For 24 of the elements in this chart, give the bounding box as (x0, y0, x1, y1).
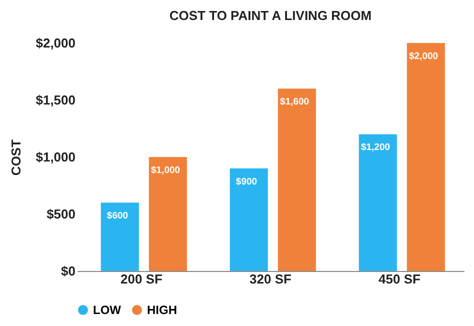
bar (230, 168, 268, 271)
bar (406, 43, 445, 271)
y-tick-label: $500 (46, 206, 76, 222)
data-label: $1,000 (150, 165, 180, 176)
bar (100, 202, 139, 271)
data-label: $2,000 (408, 51, 438, 62)
chart-title: COST TO PAINT A LIVING ROOM (169, 8, 372, 23)
legend-label: HIGH (147, 303, 177, 317)
x-tick-label: 320 SF (250, 272, 292, 286)
legend-label: LOW (93, 303, 122, 317)
data-label: $900 (236, 176, 258, 188)
bar (278, 88, 316, 271)
y-tick-label: $1,000 (36, 150, 76, 164)
x-tick-label: 200 SF (120, 272, 163, 286)
y-axis-title: COST (8, 139, 24, 176)
data-label: $1,600 (280, 96, 310, 108)
bar (148, 157, 187, 271)
data-label: $600 (106, 210, 128, 222)
x-tick-label: 450 SF (378, 272, 421, 286)
bar (358, 134, 397, 271)
data-label: $1,200 (360, 142, 390, 154)
y-tick-label: $0 (61, 264, 76, 278)
y-tick-label: $2,000 (36, 36, 76, 50)
y-tick-label: $1,500 (36, 92, 76, 108)
